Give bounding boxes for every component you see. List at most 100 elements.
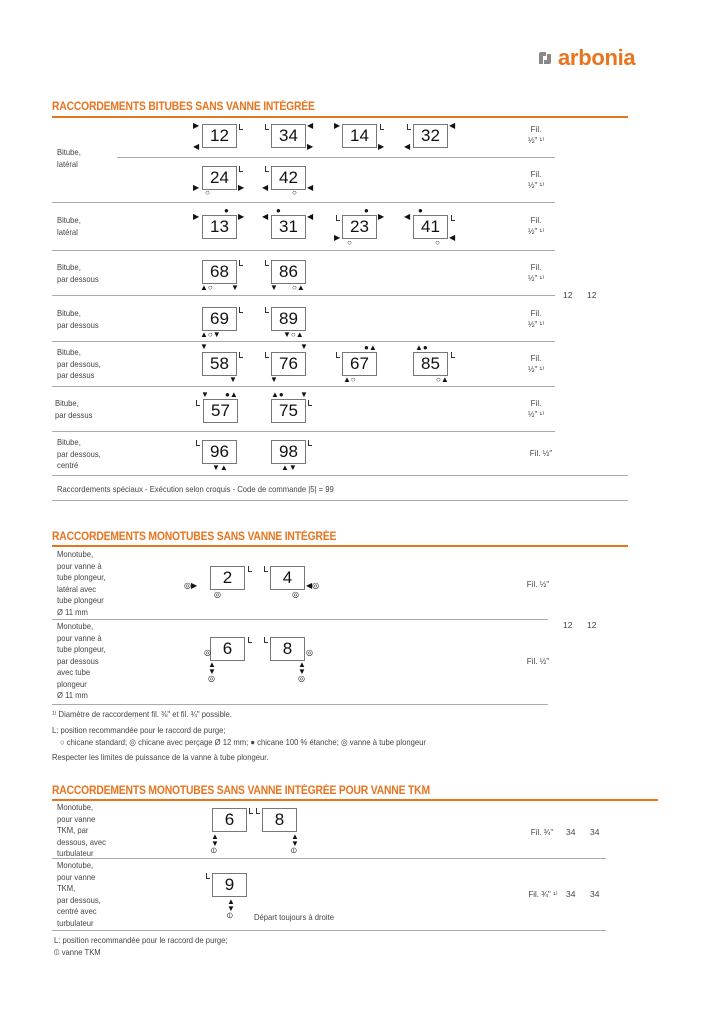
purge-position-icon — [336, 215, 340, 221]
thread-size: Fil. ½" ¹⁾ — [527, 399, 545, 419]
arrow-down-icon: ▼ — [270, 283, 278, 292]
value-col-b: 12 — [587, 290, 597, 300]
divider — [52, 202, 555, 203]
connection-diagram: 96 — [202, 440, 237, 464]
row-label: Bitube, par dessous, centré — [57, 437, 101, 470]
purge-position-icon — [451, 215, 455, 221]
divider — [52, 704, 548, 705]
divider — [52, 341, 555, 342]
special-connections-note: Raccordements spéciaux - Exécution selon… — [57, 484, 334, 494]
connection-diagram: 42 — [271, 166, 306, 190]
connection-diagram: 8 — [270, 637, 305, 661]
chicane-sealed-icon: ▲● — [415, 343, 428, 352]
connection-diagram: 9 — [212, 873, 247, 897]
arrow-right-icon: ▶ — [378, 142, 385, 151]
arrow-down-icon: ▼ — [231, 283, 239, 292]
dip-tube-valve-icon: ◎▶ — [184, 581, 198, 590]
row-label: Monotube, pour vanne TKM, par dessous, c… — [57, 860, 101, 928]
arrow-down-icon: ▼ — [270, 375, 278, 384]
chicane-sealed-icon: ● — [418, 206, 423, 215]
tkm-valve-icon: ▲ ▼ ⦶ — [211, 832, 219, 855]
purge-position-icon — [336, 352, 340, 358]
connection-diagram: 2 — [210, 566, 245, 590]
purge-position-icon — [265, 307, 269, 313]
connection-diagram: 76 — [271, 352, 306, 376]
legend-item: chicane avec perçage Ø 12 mm; — [138, 737, 249, 747]
divider — [117, 157, 555, 158]
arrow-up-down-icon: ▲ ▼ ◎ — [298, 660, 306, 683]
legend-item: chicane standard; — [66, 737, 128, 747]
chicane-standard-icon: ○ — [435, 238, 440, 247]
arbonia-logo-icon — [539, 52, 551, 64]
value-col-a: 12 — [563, 290, 573, 300]
connection-diagram: 8 — [262, 808, 297, 832]
thread-size: Fil. ½" ¹⁾ — [527, 125, 545, 145]
arrow-left-icon: ◀ — [307, 212, 314, 221]
value-col-a: 34 — [566, 827, 576, 837]
connection-diagram: 6 — [212, 808, 247, 832]
chicane-sealed-icon: ●▲ — [364, 343, 377, 352]
purge-position-icon — [407, 124, 411, 130]
arrow-down-icon: ▼ — [300, 390, 308, 399]
arrow-left-icon: ◀ — [262, 183, 269, 192]
thread-size: Fil. ½" ¹⁾ — [527, 263, 545, 283]
dip-tube-valve-icon: ◎ — [340, 737, 348, 747]
thread-size: Fil. ½" ¹⁾ — [527, 170, 545, 190]
value-col-a: 34 — [566, 889, 576, 899]
row-label: Bitube, par dessous — [57, 262, 99, 284]
arrow-down-up-icon: ▼▲ — [212, 463, 228, 472]
purge-position-icon — [265, 166, 269, 172]
arrow-right-icon: ▶ — [378, 212, 385, 221]
value-col-a: 12 — [563, 620, 573, 630]
arrow-left-icon: ◀ — [307, 183, 314, 192]
purge-position-icon — [451, 352, 455, 358]
arrow-left-icon: ◀ — [262, 212, 269, 221]
legend-text: L: position recommandée pour le raccord … — [52, 725, 226, 735]
footnote: ¹⁾ Diamètre de raccordement fil. ⅜" et f… — [52, 709, 232, 719]
section-title: RACCORDEMENTS MONOTUBES SANS VANNE INTÉG… — [52, 531, 337, 543]
divider — [52, 475, 628, 476]
connection-diagram: 57 — [203, 399, 238, 423]
legend-text: L: position recommandée pour le raccord … — [54, 935, 228, 945]
chicane-drilled-icon: ◎ — [129, 737, 136, 747]
arrow-up-icon: ▲○▼ — [200, 330, 221, 339]
purge-position-icon — [265, 352, 269, 358]
chicane-sealed-icon: ● — [250, 737, 256, 747]
divider — [52, 500, 628, 501]
connection-diagram: 75 — [271, 399, 306, 423]
arrow-left-icon: ◀ — [404, 142, 411, 151]
arrow-left-icon: ◀ — [449, 233, 456, 242]
chicane-drilled-icon: ◎ — [214, 590, 221, 599]
purge-position-icon — [239, 352, 243, 358]
tkm-valve-icon: ▲ ▼ ⦶ — [291, 832, 299, 855]
purge-position-icon — [206, 873, 210, 879]
connection-diagram: 4 — [270, 566, 305, 590]
legend-item: vanne TKM — [61, 947, 101, 957]
legend-items: ⦶ vanne TKM — [54, 947, 101, 959]
divider — [52, 799, 658, 801]
purge-position-icon — [264, 566, 268, 572]
arrow-up-icon: ▲○ — [343, 375, 356, 384]
purge-position-icon — [239, 166, 243, 172]
purge-position-icon — [256, 808, 260, 814]
divider — [52, 858, 606, 859]
purge-position-icon — [265, 124, 269, 130]
connection-diagram: 13 — [202, 215, 237, 239]
arrow-down-icon: ▼ — [200, 342, 208, 351]
section-title: RACCORDEMENTS MONOTUBES SANS VANNE INTÉG… — [52, 785, 430, 797]
connection-diagram: 6 — [210, 637, 245, 661]
arrow-right-icon: ▶ — [193, 183, 200, 192]
chicane-standard-icon: ○ — [205, 188, 210, 197]
purge-position-icon — [239, 124, 243, 130]
connection-diagram: 69 — [202, 307, 237, 331]
legend-item: vanne à tube plongeur — [349, 737, 426, 747]
divider — [52, 386, 555, 387]
arrow-left-icon: ◀ — [307, 121, 314, 130]
arrow-down-icon: ▼○▲ — [283, 330, 304, 339]
divider — [52, 930, 606, 931]
dip-tube-valve-icon: ◀◎ — [306, 581, 320, 590]
arrow-right-icon: ▶ — [307, 142, 314, 151]
row-label: Monotube, pour vanne à tube plongeur, la… — [57, 549, 106, 617]
departure-note: Départ toujours à droite — [254, 912, 334, 922]
chicane-sealed-icon: ● — [224, 206, 229, 215]
